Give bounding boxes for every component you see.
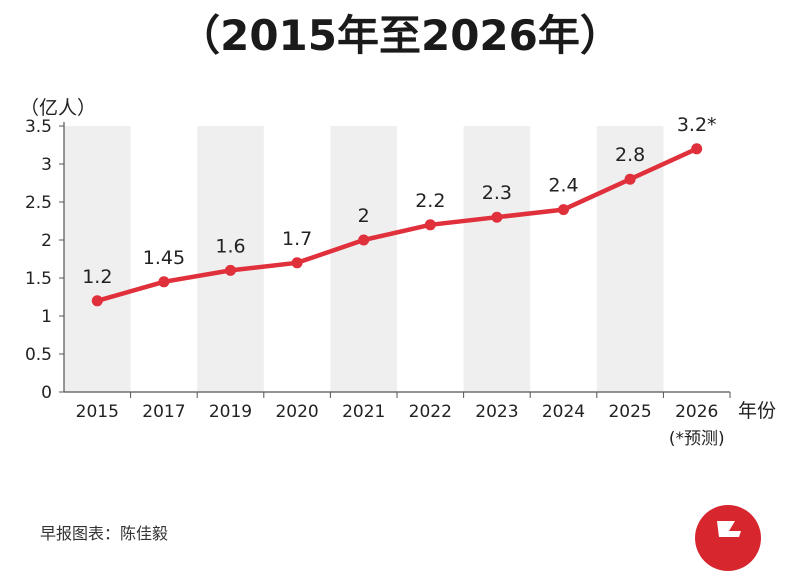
data-point — [291, 257, 303, 269]
x-ticks: 2015 2017 2019 2020 2021 2022 2023 2024 2025 2026 — [76, 392, 731, 422]
series-line-group — [91, 143, 703, 307]
column-bands — [64, 126, 664, 392]
data-label: 2 — [358, 205, 370, 227]
y-tick-label: 3.5 — [25, 117, 52, 137]
data-label: 1.45 — [143, 247, 185, 269]
chart-subtitle: （2015年至2026年） — [178, 11, 622, 60]
x-tick-label: 2025 — [608, 402, 651, 422]
y-tick-label: 3 — [41, 155, 52, 175]
data-label: 1.2 — [82, 266, 112, 288]
x-axis-title: 年份 — [738, 400, 776, 422]
data-point — [358, 234, 370, 246]
newspaper-logo — [695, 505, 761, 571]
data-label: 1.6 — [215, 235, 245, 257]
data-point — [558, 204, 569, 216]
y-ticks: 0 0.5 1 1.5 2 2.5 3 3.5 — [25, 117, 64, 403]
data-point — [691, 143, 703, 155]
data-point — [424, 219, 436, 231]
series-line — [95, 146, 699, 304]
data-label: 2.3 — [482, 182, 512, 204]
x-tick-label: 2024 — [542, 402, 585, 422]
data-point — [491, 211, 503, 223]
x-tick-label: 2026 — [675, 402, 718, 422]
x-tick-label: 2023 — [475, 402, 518, 422]
column-band — [463, 126, 531, 392]
data-label: 2.8 — [615, 144, 645, 166]
chart-credit: 早报图表：陈佳毅 — [40, 524, 169, 543]
data-point — [225, 264, 236, 276]
y-tick-label: 0.5 — [25, 345, 52, 365]
x-tick-label: 2021 — [342, 402, 385, 422]
logo-icon — [717, 521, 741, 537]
data-point — [91, 295, 103, 307]
column-band — [330, 126, 397, 392]
data-label: 1.7 — [282, 228, 312, 250]
y-axis-title: （亿人） — [20, 97, 96, 119]
x-tick-label: 2017 — [142, 402, 185, 422]
data-label: 2.2 — [415, 190, 445, 212]
x-tick-label: 2019 — [209, 402, 252, 422]
x-tick-label: 2022 — [409, 402, 452, 422]
y-tick-label: 0 — [41, 383, 52, 403]
data-point — [624, 173, 636, 185]
data-labels: 1.2 1.45 1.6 1.7 2 2.2 2.3 2.4 2.8 3.2* — [82, 114, 716, 288]
data-label: 3.2* — [677, 114, 717, 136]
column-band — [64, 126, 131, 392]
y-tick-label: 1 — [41, 307, 52, 327]
line-chart: 0 0.5 1 1.5 2 2.5 3 3.5 2015 2017 2019 2020 2021 202… — [20, 97, 776, 449]
forecast-note: (*预测) — [669, 429, 725, 449]
data-label: 2.4 — [548, 175, 578, 197]
column-band — [197, 126, 264, 392]
y-tick-label: 2 — [41, 231, 52, 251]
y-tick-label: 2.5 — [25, 193, 52, 213]
x-tick-label: 2015 — [76, 402, 119, 422]
x-tick-label: 2020 — [275, 402, 318, 422]
data-point — [158, 276, 170, 288]
y-tick-label: 1.5 — [25, 269, 52, 289]
